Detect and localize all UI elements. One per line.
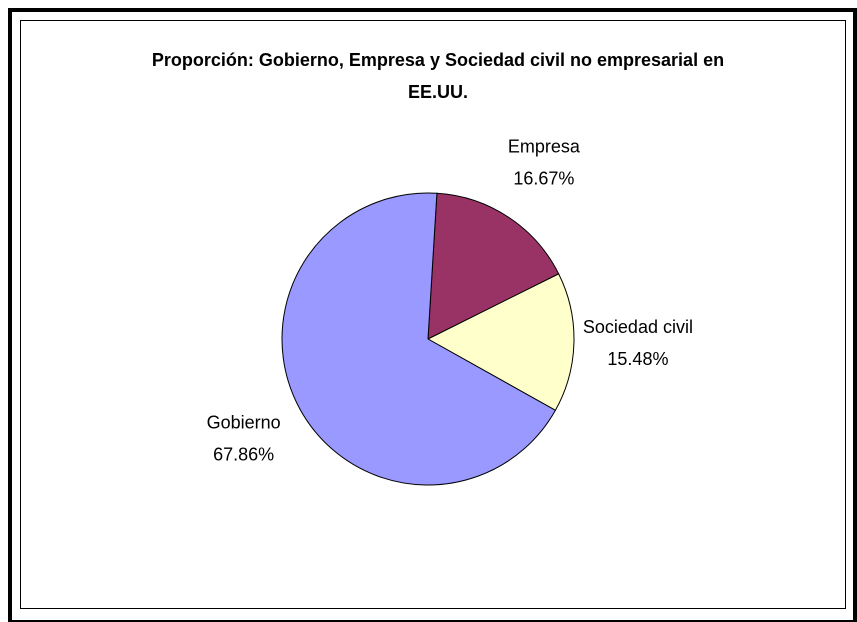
slice-label: Empresa (508, 137, 581, 157)
slice-label: Sociedad civil (583, 317, 693, 337)
value-label: 16.67% (513, 169, 574, 189)
pie-slice (281, 192, 557, 486)
pie-slice (426, 273, 575, 411)
outer-frame (8, 8, 857, 622)
value-label: 67.86% (213, 444, 274, 464)
chart-title: Proporción: Gobierno, Empresa y Sociedad… (151, 50, 725, 102)
value-label: 15.48% (607, 349, 668, 369)
pie-slice (427, 192, 560, 340)
slice-label: Gobierno (207, 412, 281, 432)
